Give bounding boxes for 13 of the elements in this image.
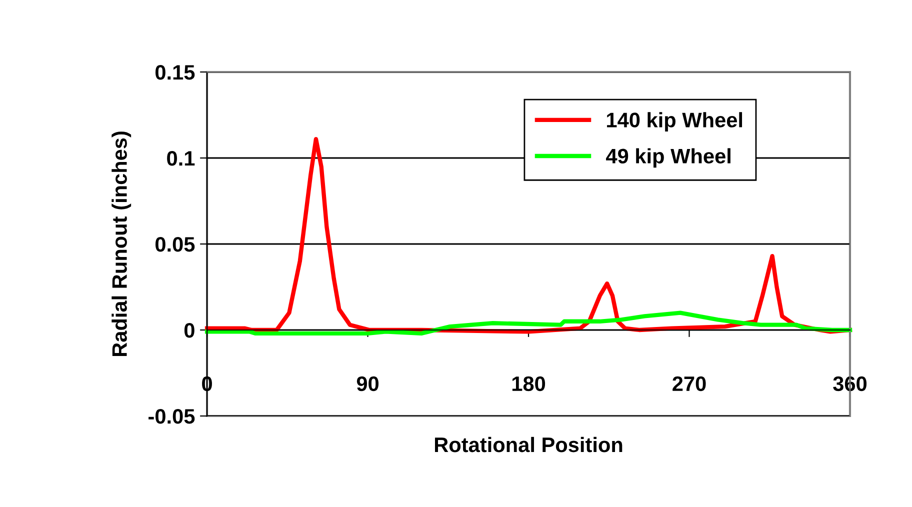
legend-label: 49 kip Wheel	[606, 148, 730, 168]
y-axis-title: Radial Runout (inches)	[112, 132, 132, 356]
y-tick-label: -0.05	[148, 408, 195, 424]
legend-label: 140 kip Wheel	[607, 112, 742, 132]
y-tick-label: 0.1	[167, 150, 195, 166]
x-tick-label: 360	[833, 376, 867, 392]
y-tick-label: 0	[184, 322, 194, 338]
y-tick-label: 0.05	[156, 236, 195, 252]
x-tick-label: 90	[356, 376, 378, 392]
y-tick-label: 0.15	[156, 64, 195, 80]
x-axis-title: Rotational Position	[435, 436, 622, 452]
x-tick-label: 180	[512, 376, 546, 392]
x-tick-label: 270	[672, 376, 706, 392]
